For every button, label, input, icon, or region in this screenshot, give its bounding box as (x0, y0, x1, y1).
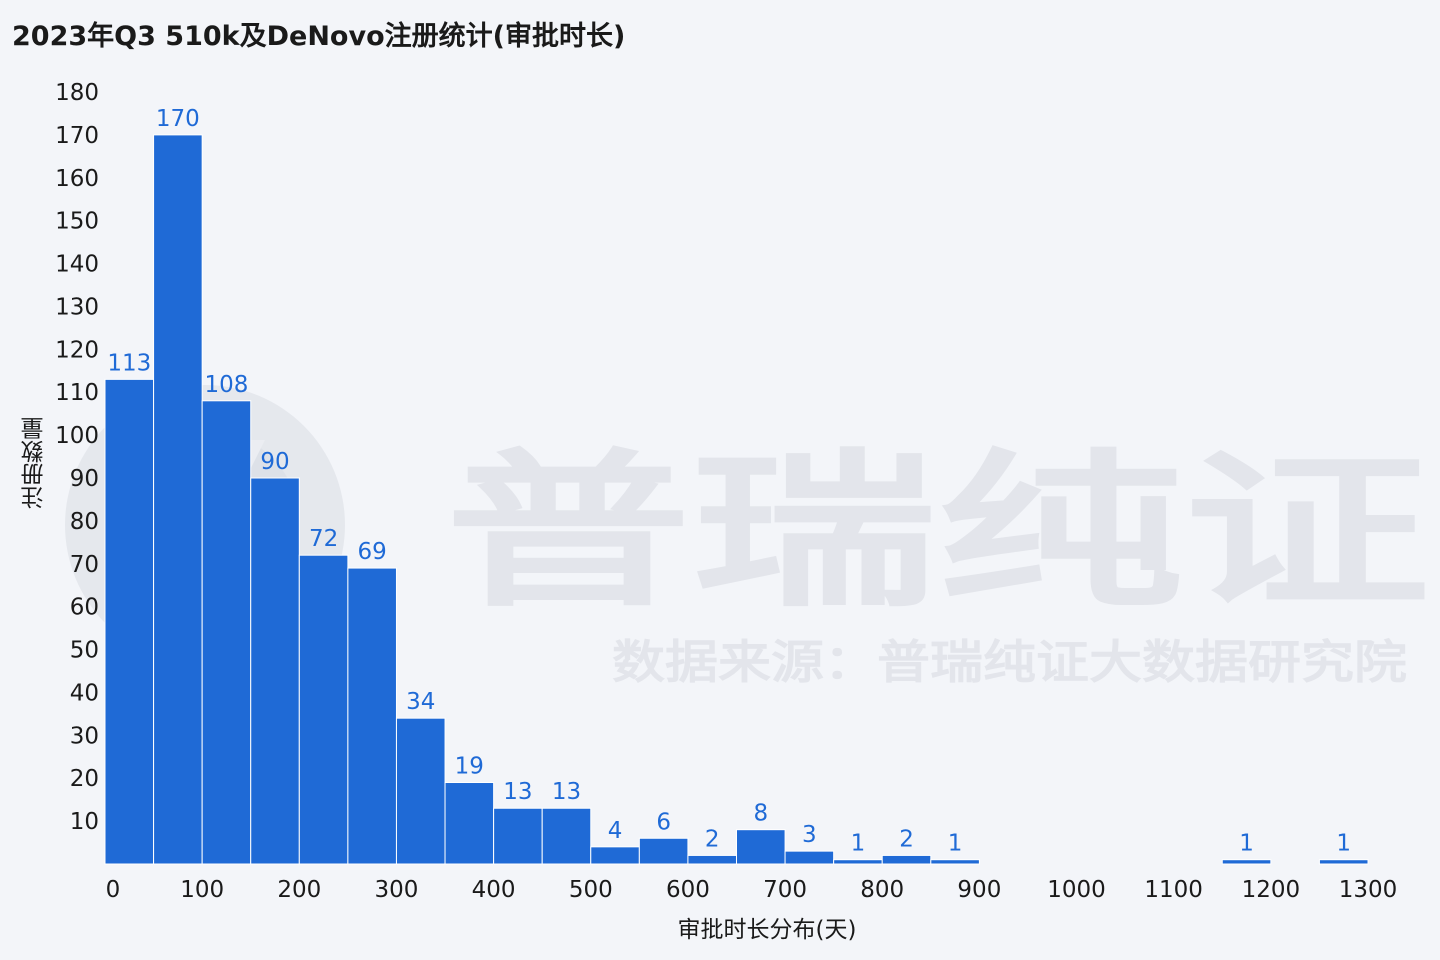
bar-value-label: 4 (608, 818, 623, 844)
x-tick-label: 700 (763, 877, 807, 903)
y-axis-ticks: 10 20 30 40 50 60 70 80 90 100 110 120 130 140 150 160 1… (55, 80, 99, 835)
bar-value-label: 72 (309, 526, 338, 552)
x-tick-label: 1300 (1339, 877, 1398, 903)
y-axis-label: 注册数量 (21, 417, 49, 509)
y-tick-label: 140 (55, 252, 99, 278)
chart-title: 2023年Q3 510k及DeNovo注册统计(审批时长) (12, 20, 625, 52)
x-tick-label: 300 (375, 877, 419, 903)
bar-value-label: 13 (503, 779, 532, 805)
y-tick-label: 180 (55, 80, 99, 106)
y-tick-label: 150 (55, 209, 99, 235)
bar-value-label: 8 (753, 801, 768, 827)
bar-value-label: 170 (156, 106, 200, 132)
x-tick-label: 500 (569, 877, 613, 903)
y-tick-label: 110 (55, 380, 99, 406)
y-tick-label: 20 (70, 766, 99, 792)
bar-value-label: 6 (656, 809, 671, 835)
bar-value-label: 113 (107, 350, 151, 376)
data-labels: 113 170 108 90 72 69 34 19 13 13 4 6 2 8 3 1 2 1 1 1 (107, 106, 1351, 857)
bars (104, 134, 1369, 865)
bar-value-label: 2 (899, 826, 914, 852)
histogram-bar (395, 717, 446, 865)
bar-value-label: 108 (204, 372, 248, 398)
histogram-bar (1221, 859, 1272, 865)
y-tick-label: 60 (70, 595, 99, 621)
bar-value-label: 90 (260, 449, 289, 475)
histogram-bar (590, 846, 640, 865)
histogram-bar (930, 859, 980, 865)
y-tick-label: 10 (70, 809, 99, 835)
histogram-bar (881, 854, 932, 865)
x-tick-label: 900 (957, 877, 1001, 903)
watermark-source: 数据来源：普瑞纯证大数据研究院 (612, 635, 1407, 689)
histogram-bar (736, 829, 786, 865)
x-tick-label: 200 (277, 877, 321, 903)
y-tick-label: 120 (55, 337, 99, 363)
x-tick-label: 1000 (1047, 877, 1106, 903)
histogram-bar (201, 400, 252, 865)
bar-value-label: 1 (948, 831, 963, 857)
x-axis-ticks: 0 100 200 300 400 500 600 700 800 900 1000 1100 1200… (106, 877, 1398, 903)
y-tick-label: 80 (70, 509, 99, 535)
bar-value-label: 34 (406, 689, 435, 715)
bar-value-label: 13 (552, 779, 581, 805)
histogram-bar (444, 782, 495, 865)
x-tick-label: 1200 (1242, 877, 1301, 903)
x-tick-label: 1100 (1144, 877, 1203, 903)
histogram-bar (298, 554, 349, 865)
x-tick-label: 600 (666, 877, 710, 903)
bar-value-label: 2 (705, 826, 720, 852)
y-tick-label: 90 (70, 466, 99, 492)
y-tick-label: 170 (55, 123, 99, 149)
x-axis-label: 审批时长分布(天) (678, 917, 857, 943)
x-tick-label: 400 (472, 877, 516, 903)
histogram-bar (347, 567, 397, 865)
y-tick-label: 70 (70, 552, 99, 578)
y-tick-label: 30 (70, 723, 99, 749)
bar-value-label: 1 (1239, 831, 1254, 857)
histogram-bar (1318, 859, 1369, 865)
histogram-bar (250, 477, 300, 865)
y-tick-label: 100 (55, 423, 99, 449)
bar-value-label: 1 (1336, 831, 1351, 857)
histogram-bar (493, 807, 543, 865)
x-tick-label: 800 (860, 877, 904, 903)
y-tick-label: 160 (55, 166, 99, 192)
histogram-bar (153, 134, 203, 865)
bar-value-label: 1 (851, 831, 866, 857)
histogram-bar (687, 854, 738, 865)
y-tick-label: 50 (70, 638, 99, 664)
histogram-bar (833, 859, 883, 865)
y-tick-label: 40 (70, 680, 99, 706)
histogram-bar (541, 807, 592, 865)
histogram-bar (638, 837, 689, 865)
y-tick-label: 130 (55, 294, 99, 320)
bar-value-label: 69 (358, 539, 387, 565)
bar-value-label: 19 (455, 754, 484, 780)
histogram-bar (104, 378, 155, 865)
x-tick-label: 100 (180, 877, 224, 903)
histogram-bar (784, 850, 835, 865)
x-tick-label: 0 (106, 877, 121, 903)
bar-value-label: 3 (802, 822, 817, 848)
watermark-brand: 普瑞纯证 (445, 434, 1430, 630)
